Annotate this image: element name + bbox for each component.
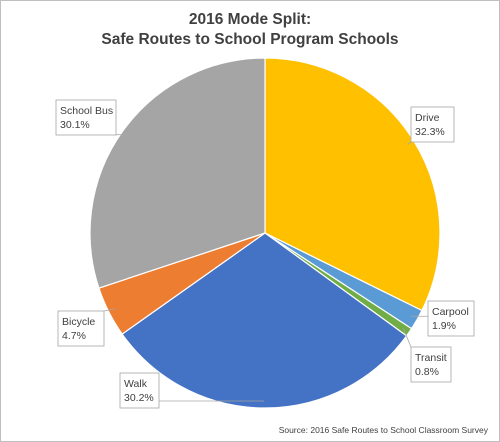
chart-title-line-2: Safe Routes to School Program Schools	[101, 31, 398, 48]
data-label-category: Walk	[124, 378, 148, 390]
data-label-box	[119, 372, 160, 409]
data-label-box	[55, 99, 117, 136]
data-labels: Drive 32.3% Carpool 1.9% Transit 0.8% Walk 30.2…	[55, 99, 475, 409]
data-label-value: 4.7%	[62, 330, 86, 342]
data-label-category: Transit	[415, 352, 447, 364]
data-label-transit: Transit 0.8%	[410, 346, 452, 383]
data-label-category: Bicycle	[62, 316, 95, 328]
data-label-walk: Walk 30.2%	[119, 372, 160, 409]
source-note: Source: 2016 Safe Routes to School Class…	[279, 425, 489, 435]
data-label-box	[427, 300, 475, 337]
data-label-value: 32.3%	[415, 126, 445, 138]
data-label-category: Drive	[415, 112, 440, 124]
leader-line-drive	[407, 141, 412, 145]
leader-line-transit	[402, 328, 412, 348]
chart-title-line-1: 2016 Mode Split:	[189, 11, 311, 28]
data-label-box	[57, 310, 105, 347]
data-label-category: Carpool	[432, 306, 469, 318]
data-label-value: 1.9%	[432, 320, 456, 332]
data-label-category: School Bus	[60, 105, 113, 117]
data-label-drive: Drive 32.3%	[410, 106, 455, 143]
data-label-carpool: Carpool 1.9%	[427, 300, 475, 337]
slice-school-bus	[89, 57, 266, 289]
data-label-value: 30.1%	[60, 119, 90, 131]
data-label-school-bus: School Bus 30.1%	[55, 99, 117, 136]
pie-slices	[89, 57, 441, 409]
slice-walk	[121, 232, 408, 409]
data-label-value: 0.8%	[415, 366, 439, 378]
leader-line-bicycle	[103, 308, 116, 312]
data-label-value: 30.2%	[124, 392, 154, 404]
data-label-box	[410, 346, 452, 383]
data-label-box	[410, 106, 455, 143]
data-label-bicycle: Bicycle 4.7%	[57, 310, 105, 347]
